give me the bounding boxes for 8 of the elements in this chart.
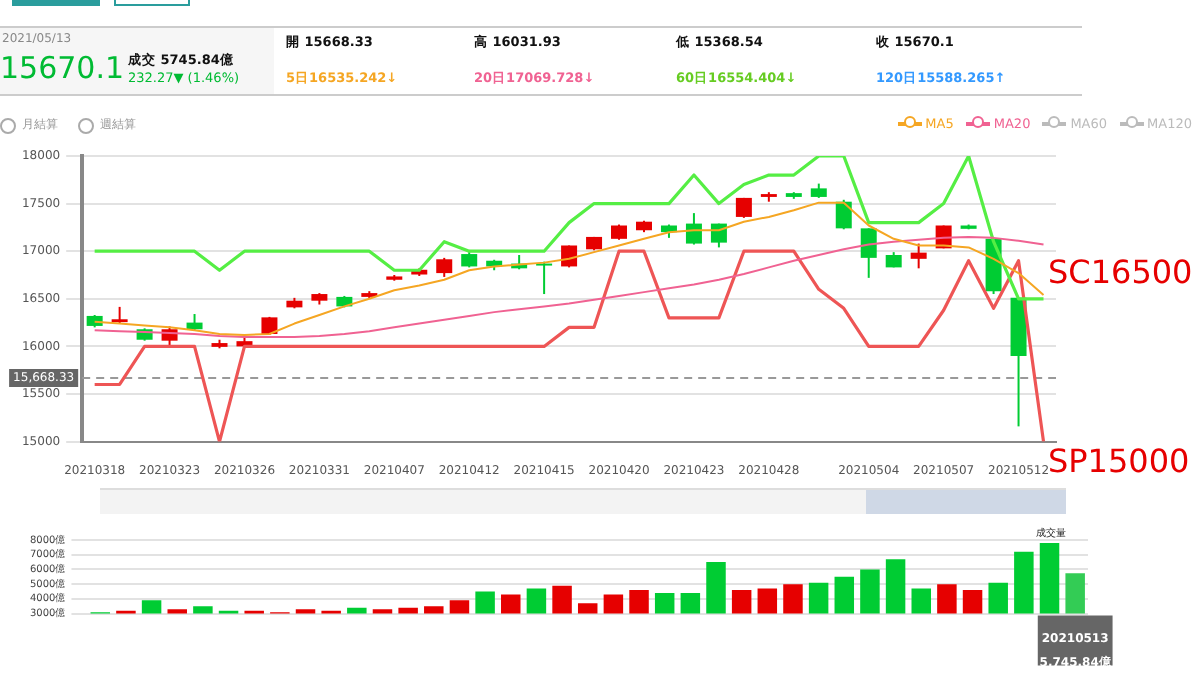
candlestick	[685, 212, 702, 246]
candlestick	[436, 256, 453, 278]
annotation: SC16500	[1048, 253, 1193, 292]
candlestick	[536, 260, 553, 296]
candlestick	[910, 242, 927, 270]
text: 15670.1	[0, 50, 125, 86]
candlestick	[860, 227, 877, 279]
text: SP15000	[1048, 442, 1190, 481]
